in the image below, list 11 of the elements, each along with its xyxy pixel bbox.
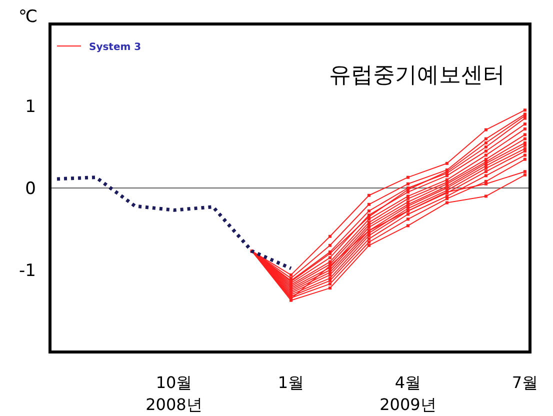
y-axis-title: ℃ bbox=[18, 7, 38, 27]
legend: System 3 bbox=[56, 42, 142, 53]
legend-label: System 3 bbox=[89, 42, 142, 53]
x-tick-label: 1월 bbox=[278, 373, 304, 392]
y-tick-label: 0 bbox=[25, 179, 36, 199]
x-tick-label: 10월 2008년 bbox=[146, 373, 202, 414]
y-tick-label: 1 bbox=[25, 97, 36, 117]
x-tick-label: 7월 bbox=[512, 373, 538, 392]
annotation: 유럽중기예보센터 bbox=[329, 63, 505, 88]
x-tick-label: 4월 2009년 bbox=[380, 373, 436, 414]
y-tick-label: -1 bbox=[19, 261, 36, 281]
